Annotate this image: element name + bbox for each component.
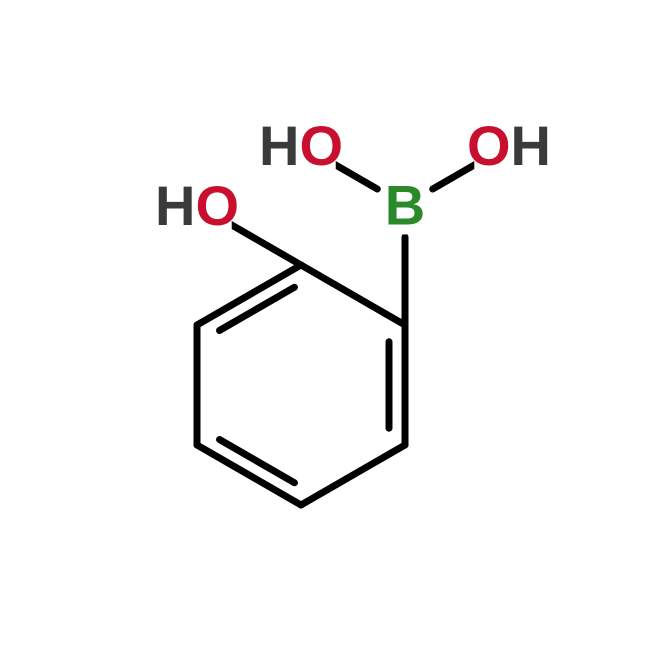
atom-B: B [385, 174, 425, 237]
bond-C6-C1 [301, 265, 405, 325]
atom-label-O1: HO [259, 114, 343, 177]
atom-label-O2: OH [467, 114, 551, 177]
atom-O2: OH [467, 114, 551, 177]
atom-O1: HO [259, 114, 343, 177]
atom-label-B: B [385, 174, 425, 237]
atom-O3: HO [155, 174, 239, 237]
molecule-diagram: B HO OH HO [0, 0, 650, 650]
atom-label-O3: HO [155, 174, 239, 237]
bond-C2-C3 [301, 445, 405, 505]
